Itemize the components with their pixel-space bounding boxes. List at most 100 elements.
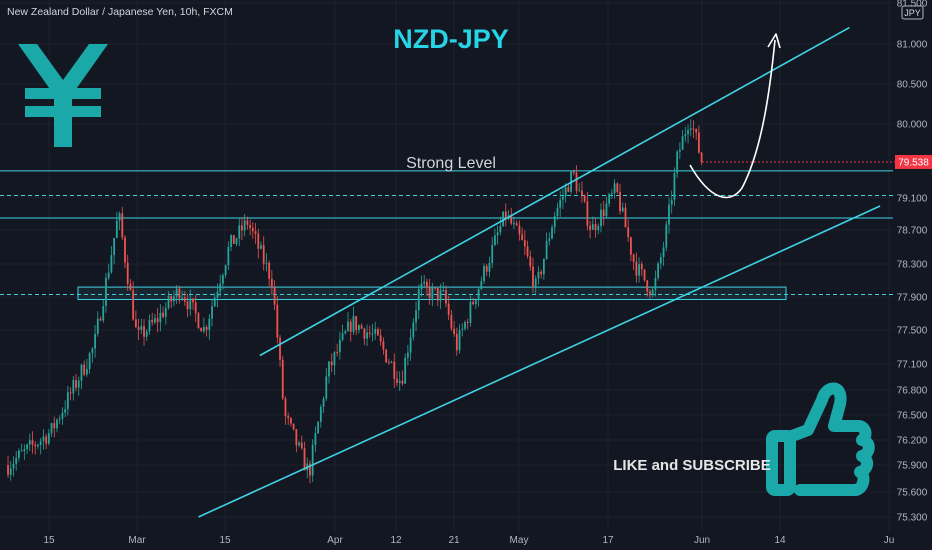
candle-body-230 xyxy=(632,254,635,262)
candle-60 xyxy=(170,294,173,309)
candle-body-223 xyxy=(613,183,616,194)
candle-body-19 xyxy=(58,418,61,420)
candle-body-86 xyxy=(241,225,243,231)
candle-body-123 xyxy=(341,333,344,340)
candle-223 xyxy=(613,178,616,199)
time-axis[interactable]: 15 Mar 15 Apr 12 21 May 17 Jun 14 Ju xyxy=(43,535,894,546)
candle-body-163 xyxy=(450,314,453,329)
candle-18 xyxy=(56,418,58,433)
candle-body-202 xyxy=(556,207,559,216)
candle-body-67 xyxy=(189,298,192,310)
candle-80 xyxy=(224,264,227,278)
candle-236 xyxy=(649,289,651,299)
candle-body-239 xyxy=(657,263,660,278)
price-tick-7: 77.900 xyxy=(897,293,928,304)
chart-title: NZD-JPY xyxy=(393,24,509,54)
candle-11 xyxy=(37,443,39,450)
candle-body-45 xyxy=(129,283,132,291)
candle-body-180 xyxy=(496,232,499,236)
candle-48 xyxy=(137,318,140,340)
candle-body-66 xyxy=(186,301,189,310)
candle-body-12 xyxy=(39,441,42,445)
candle-254 xyxy=(698,125,700,154)
candle-body-82 xyxy=(230,235,232,247)
time-tick-8: Jun xyxy=(694,535,710,546)
candle-62 xyxy=(175,284,178,304)
candle-61 xyxy=(173,290,175,307)
candle-141 xyxy=(390,360,393,364)
candle-body-234 xyxy=(643,269,646,281)
candle-136 xyxy=(377,327,379,337)
candle-140 xyxy=(387,358,390,365)
candle-115 xyxy=(319,404,322,428)
candle-241 xyxy=(662,241,665,266)
channel-line-1 xyxy=(198,205,881,518)
candle-body-116 xyxy=(322,398,325,407)
candle-body-80 xyxy=(224,265,227,276)
candle-93 xyxy=(260,241,262,250)
time-tick-10: Ju xyxy=(884,535,895,546)
candle-body-58 xyxy=(164,307,167,317)
candle-253 xyxy=(695,128,698,140)
candle-body-221 xyxy=(608,194,611,204)
time-tick-6: May xyxy=(510,535,529,546)
candle-153 xyxy=(423,274,426,287)
candle-228 xyxy=(627,219,630,242)
candle-body-194 xyxy=(534,278,537,287)
candle-21 xyxy=(64,400,67,418)
candle-body-199 xyxy=(548,238,551,242)
candle-body-85 xyxy=(238,225,241,239)
candle-46 xyxy=(132,281,135,321)
candle-181 xyxy=(499,216,502,236)
candle-body-102 xyxy=(284,398,287,416)
candle-body-185 xyxy=(510,215,513,224)
candle-151 xyxy=(417,284,420,319)
candle-245 xyxy=(673,167,676,207)
candle-body-255 xyxy=(700,152,703,163)
candle-81 xyxy=(227,241,230,270)
candle-201 xyxy=(553,211,556,234)
candle-177 xyxy=(488,256,491,278)
candle-6 xyxy=(23,444,26,460)
candle-30 xyxy=(88,351,91,374)
candle-body-250 xyxy=(687,129,689,135)
candle-body-88 xyxy=(246,220,249,225)
candle-body-128 xyxy=(355,316,358,331)
horizontal-levels xyxy=(0,161,895,296)
candle-38 xyxy=(110,246,113,274)
candle-body-83 xyxy=(232,235,235,245)
candle-114 xyxy=(317,420,320,434)
candle-body-141 xyxy=(390,361,393,363)
candle-body-120 xyxy=(333,352,336,366)
price-axis[interactable]: 81.500 81.000 80.500 80.000 79.100 78.700 78.3… xyxy=(897,0,928,524)
candle-body-87 xyxy=(243,220,246,231)
candle-body-224 xyxy=(616,183,619,193)
candle-body-208 xyxy=(572,171,575,173)
candle-14 xyxy=(45,433,48,450)
candle-118 xyxy=(328,361,330,384)
candle-body-249 xyxy=(684,134,687,137)
candle-50 xyxy=(143,318,145,346)
candle-body-165 xyxy=(455,333,458,351)
candle-12 xyxy=(39,438,42,455)
candle-body-75 xyxy=(211,306,213,319)
candle-152 xyxy=(420,275,423,297)
currency-badge[interactable]: JPY xyxy=(901,5,924,20)
candle-238 xyxy=(654,270,657,297)
candle-body-43 xyxy=(124,237,126,263)
candle-body-89 xyxy=(249,224,252,228)
candle-216 xyxy=(594,218,597,238)
candle-168 xyxy=(464,320,466,331)
candle-body-92 xyxy=(257,233,260,249)
candle-227 xyxy=(624,202,627,228)
candle-body-243 xyxy=(668,204,670,225)
candle-69 xyxy=(194,295,197,323)
candle-84 xyxy=(235,237,238,247)
price-tick-9: 77.100 xyxy=(897,360,928,371)
candle-body-246 xyxy=(676,151,679,174)
candle-95 xyxy=(265,253,268,272)
candle-body-122 xyxy=(338,339,341,353)
candle-body-35 xyxy=(102,305,105,321)
candle-129 xyxy=(358,323,360,334)
